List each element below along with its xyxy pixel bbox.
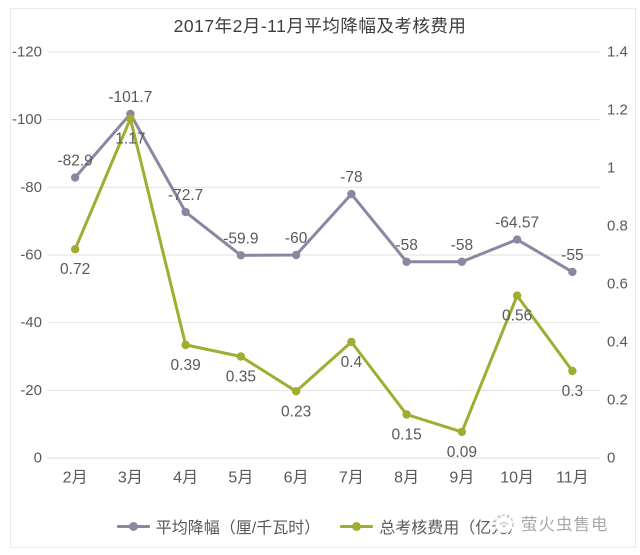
series-line <box>73 112 574 274</box>
legend-label-assessment-fee: 总考核费用（亿元） <box>379 520 524 537</box>
x-axis-label: 9月 <box>449 470 474 487</box>
data-label: 0.72 <box>60 261 90 278</box>
left-axis-tick-label: 0 <box>34 450 42 467</box>
left-axis-tick-label: -100 <box>12 111 42 128</box>
data-point-marker <box>568 366 577 376</box>
x-axis-label: 11月 <box>556 470 589 487</box>
data-point-marker <box>568 267 577 277</box>
data-point-marker <box>70 245 80 254</box>
data-label: 0.3 <box>562 383 584 400</box>
data-point-marker <box>236 352 246 361</box>
data-label: 0.39 <box>171 357 201 374</box>
x-axis-label: 6月 <box>284 470 309 487</box>
data-label: -60 <box>285 230 308 247</box>
data-label: 0.15 <box>392 427 422 444</box>
right-axis-tick-label: 0.8 <box>607 218 628 235</box>
data-point-marker <box>181 207 190 217</box>
left-axis-tick-label: -80 <box>20 179 42 196</box>
firefly-logo-icon <box>494 514 514 534</box>
x-axis-label: 7月 <box>339 470 364 487</box>
right-axis-tick-label: 0.2 <box>607 392 628 409</box>
x-axis-label: 4月 <box>173 470 198 487</box>
data-label: -72.7 <box>168 187 203 204</box>
x-axis-label: 8月 <box>394 470 419 487</box>
data-label: -58 <box>451 237 473 254</box>
left-axis-tick-label: -120 <box>12 44 42 61</box>
data-point-marker <box>347 337 356 347</box>
right-axis-tick-label: 1 <box>607 160 615 177</box>
data-label: -59.9 <box>223 230 258 247</box>
data-label: -101.7 <box>108 89 152 106</box>
data-label: 0.35 <box>226 369 256 386</box>
data-label: 0.4 <box>341 354 363 371</box>
watermark: 萤火虫售电 <box>492 509 609 537</box>
data-label: -64.57 <box>495 215 539 232</box>
data-point-marker <box>236 251 246 260</box>
left-axis-tick-label: -60 <box>20 247 42 264</box>
data-point-marker <box>291 250 301 260</box>
data-point-marker <box>70 173 80 182</box>
legend-label-avg-decrease: 平均降幅（厘/千瓦时） <box>155 520 321 537</box>
chart-legend: 平均降幅（厘/千瓦时） 总考核费用（亿元） <box>0 513 640 539</box>
data-point-marker <box>457 427 467 437</box>
data-point-marker <box>402 410 411 419</box>
data-label: 0.23 <box>281 403 311 420</box>
watermark-text: 萤火虫售电 <box>521 516 609 534</box>
data-label: -82.9 <box>57 153 92 170</box>
right-axis-tick-label: 0 <box>607 450 615 467</box>
right-axis-tick-label: 0.4 <box>607 334 628 351</box>
x-axis-label: 10月 <box>500 470 534 487</box>
data-label: -55 <box>561 247 583 264</box>
data-label: -78 <box>340 169 362 186</box>
data-label: 0.56 <box>502 308 532 325</box>
left-axis-tick-label: -20 <box>20 382 42 399</box>
legend-item-assessment-fee: 总考核费用（亿元） <box>340 514 523 538</box>
left-axis-tick-label: -40 <box>20 314 42 331</box>
x-axis-label: 3月 <box>118 470 143 487</box>
line-marker-icon <box>116 521 150 532</box>
data-point-marker <box>402 257 411 266</box>
data-point-marker <box>181 340 190 350</box>
right-axis-tick-label: 0.6 <box>607 276 628 293</box>
chart-title: 2017年2月-11月平均降幅及考核费用 <box>173 16 467 36</box>
data-point-marker <box>457 257 467 266</box>
data-point-marker <box>512 291 522 300</box>
legend-item-avg-decrease: 平均降幅（厘/千瓦时） <box>116 514 321 538</box>
right-axis-tick-label: 1.2 <box>607 102 628 119</box>
data-label: 1.17 <box>115 131 145 148</box>
series-line <box>73 117 574 434</box>
line-marker-icon <box>340 521 374 532</box>
x-axis-label: 5月 <box>228 470 253 487</box>
data-point-marker <box>347 189 356 199</box>
x-axis-label: 2月 <box>63 470 88 487</box>
data-point-marker <box>512 235 522 244</box>
data-point-marker <box>126 114 135 123</box>
right-axis-tick-label: 1.4 <box>607 44 628 61</box>
data-point-marker <box>291 387 301 396</box>
data-label: -58 <box>395 237 417 254</box>
data-label: 0.09 <box>447 444 477 461</box>
